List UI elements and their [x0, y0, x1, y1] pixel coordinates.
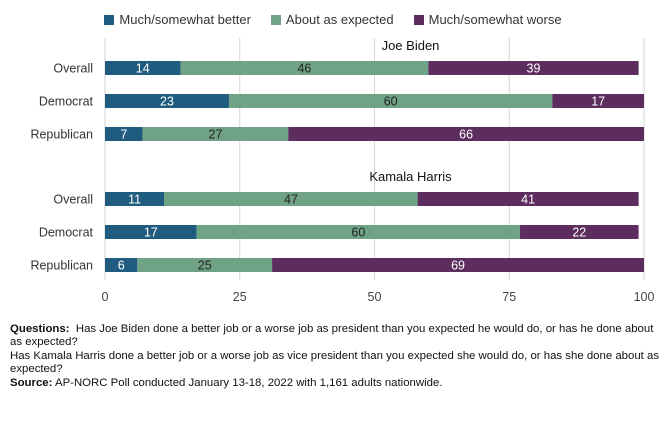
question-1: Questions: Has Joe Biden done a better j…: [10, 323, 660, 350]
bar-segment-worse: [552, 94, 644, 108]
category-label: Republican: [30, 128, 93, 142]
bar-segment-better: [105, 258, 138, 272]
bar-segment-worse: [520, 225, 639, 239]
bar-segment-expected: [137, 258, 273, 272]
group-title: Kamala Harris: [369, 169, 452, 184]
legend-item-better: Much/somewhat better: [104, 12, 251, 27]
legend-swatch-better: [104, 14, 115, 25]
bar-segment-better: [105, 127, 143, 141]
bar-segment-expected: [180, 61, 429, 75]
group-title: Joe Biden: [382, 38, 440, 53]
bar-segment-better: [105, 94, 229, 108]
x-tick-label: 75: [502, 290, 516, 304]
bar-segment-better: [105, 61, 181, 75]
category-label: Republican: [30, 259, 93, 273]
data-label: 60: [384, 95, 398, 109]
legend-label-expected: About as expected: [285, 12, 394, 27]
bar-segment-better: [105, 192, 165, 206]
legend-item-expected: About as expected: [270, 12, 394, 27]
legend: Much/somewhat better About as expected M…: [0, 12, 666, 27]
bar-segment-expected: [196, 225, 521, 239]
question-1-text: Has Joe Biden done a better job or a wor…: [10, 323, 654, 349]
bar-segment-better: [105, 225, 197, 239]
data-label: 66: [459, 128, 473, 142]
legend-swatch-worse: [413, 14, 424, 25]
category-label: Overall: [53, 62, 93, 76]
bar-segment-expected: [142, 127, 289, 141]
questions-label: Questions:: [10, 323, 70, 335]
legend-label-better: Much/somewhat better: [119, 12, 251, 27]
data-label: 7: [120, 128, 127, 142]
x-tick-label: 100: [634, 290, 655, 304]
category-label: Democrat: [39, 226, 94, 240]
data-label: 11: [128, 193, 141, 207]
data-label: 41: [521, 193, 535, 207]
bar-segment-worse: [428, 61, 639, 75]
bar-segment-expected: [164, 192, 418, 206]
data-label: 23: [160, 95, 174, 109]
data-label: 22: [572, 226, 586, 240]
data-label: 17: [591, 95, 605, 109]
category-label: Democrat: [39, 95, 94, 109]
data-label: 47: [284, 193, 298, 207]
x-tick-label: 50: [368, 290, 382, 304]
bar-segment-worse: [272, 258, 644, 272]
legend-label-worse: Much/somewhat worse: [428, 12, 562, 27]
stacked-bar-chart: 0 25 50 75 100 Joe Biden Overall 14 46 39 Democrat…: [30, 38, 655, 304]
data-label: 6: [118, 259, 125, 273]
data-label: 25: [198, 259, 212, 273]
bar-segment-worse: [417, 192, 639, 206]
category-label: Overall: [53, 193, 93, 207]
legend-item-worse: Much/somewhat worse: [413, 12, 562, 27]
source-line: Source: AP-NORC Poll conducted January 1…: [10, 377, 660, 390]
x-tick-label: 0: [102, 290, 109, 304]
bar-segment-worse: [288, 127, 644, 141]
notes: Questions: Has Joe Biden done a better j…: [10, 323, 660, 390]
data-label: 69: [451, 259, 465, 273]
question-2: Has Kamala Harris done a better job or a…: [10, 349, 660, 376]
data-label: 17: [144, 226, 158, 240]
data-label: 14: [136, 62, 150, 76]
legend-swatch-expected: [270, 14, 281, 25]
data-label: 60: [351, 226, 365, 240]
data-label: 46: [297, 62, 311, 76]
x-tick-label: 25: [233, 290, 247, 304]
source-label: Source:: [10, 376, 53, 389]
data-label: 27: [209, 128, 223, 142]
source-text: AP-NORC Poll conducted January 13-18, 20…: [54, 376, 443, 389]
data-label: 39: [527, 62, 541, 76]
bar-segment-expected: [228, 94, 553, 108]
